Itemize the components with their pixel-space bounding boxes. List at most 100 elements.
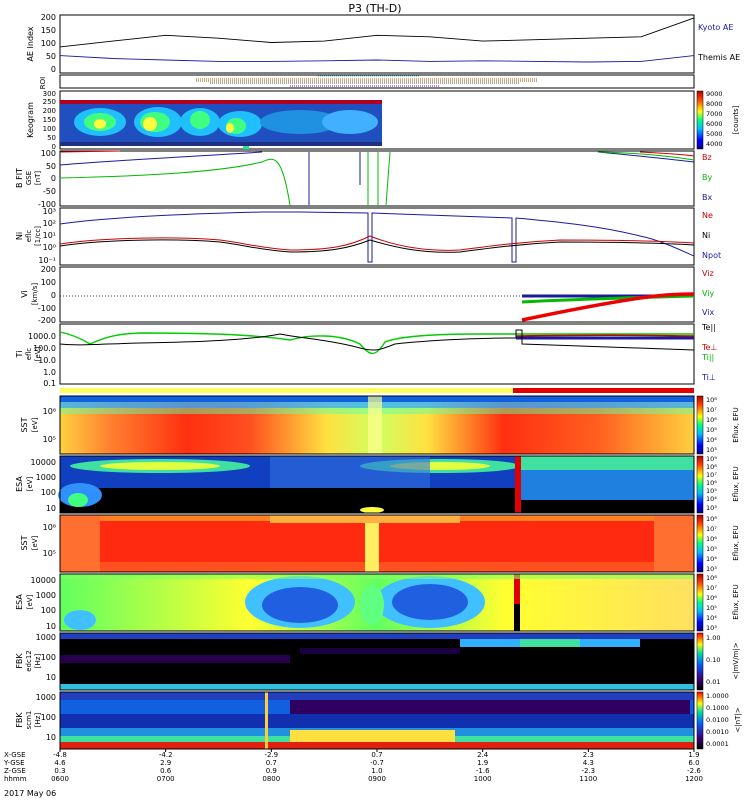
keogram-aurora (260, 110, 340, 134)
panel-fbk2-ytick: 1000 (36, 693, 56, 702)
ti-tepar-line (59, 329, 695, 351)
panel-vi-ytick: 200 (41, 265, 56, 274)
keogram-cbar-tick: 6000 (706, 120, 723, 128)
panel-fbk2-ylabel3: [Hz] (34, 713, 42, 728)
ni-npot-line (59, 211, 695, 263)
esa2-cbar-tick: 10⁵ (706, 604, 717, 612)
keogram-cbar-label: [counts] (732, 105, 740, 134)
panel-esa1-frame (59, 455, 695, 514)
panel-bfit-ylabel: B FIT (15, 168, 24, 188)
keogram-image (60, 100, 382, 104)
axis-row-label: X-GSE (4, 751, 26, 759)
legend-themis-ae: Themis AE (697, 53, 740, 62)
sst1-cbar-tick: 10⁶ (706, 416, 717, 424)
sst1-cbar-tick: 10⁴ (706, 436, 717, 444)
bfit-bx-line (59, 151, 695, 166)
panel-ae-ytick: 100 (41, 39, 56, 48)
axis-tick-value: -2.6 (687, 767, 701, 775)
panel-ae-frame (59, 14, 695, 74)
ti-tipar-line (59, 331, 694, 355)
panel-roi-ylabel: ROI (39, 77, 47, 89)
mode-bar (513, 388, 694, 393)
bfit-bz-line (59, 150, 695, 157)
panel-sst2: SST [eV] 10⁶ 10⁵ 10⁸ 10⁷ 10⁶ 10⁵ 10⁴ 10³… (20, 514, 740, 573)
fbk2-image (290, 700, 690, 714)
axis-tick-value: 1.0 (371, 767, 382, 775)
sst2-image (365, 515, 379, 572)
fbk2-cbar-tick: 0.0001 (706, 740, 729, 748)
legend-npot: Npot (702, 251, 721, 260)
panel-roi: ROI (39, 74, 695, 89)
panel-keogram-ylabel: Keogram (26, 102, 35, 138)
fbk2-image (290, 730, 455, 742)
keogram-aurora (322, 110, 378, 134)
panel-sst2-ylabel: SST (20, 535, 29, 550)
esa1-cbar-tick: 10⁴ (706, 495, 717, 503)
fbk2-image (60, 714, 694, 728)
panel-fbk1-ylabel2: edc12 (25, 650, 33, 672)
axis-tick-value: 0.9 (266, 767, 277, 775)
fbk1-image (520, 639, 580, 647)
esa1-cbar-tick: 10⁹ (706, 455, 717, 463)
series-line-kyoto-ae (59, 55, 695, 63)
date-label: 2017 May 06 (4, 789, 56, 798)
panel-fbk2-ylabel2: scm1 (25, 711, 33, 730)
esa1-cbar-tick: 10⁸ (706, 463, 717, 471)
panel-fbk1-ylabel3: [Hz] (34, 654, 42, 669)
panel-esa1: ESA [eV] 10000 1000 100 10 10⁹ 10⁸ 10⁷ 1… (15, 455, 740, 514)
sst2-image (654, 515, 694, 572)
panel-ni-ytick: 10² (43, 219, 56, 228)
panel-esa2-frame (59, 573, 695, 632)
bfit-spike (385, 151, 391, 206)
sst2-colorbar (696, 514, 704, 573)
esa1-image (515, 456, 521, 513)
fbk1-cbar-tick: 0.01 (706, 678, 720, 686)
keogram-aurora (226, 123, 234, 133)
esa1-cbar-tick: 10⁷ (706, 471, 717, 479)
legend-viy: Viy (702, 289, 715, 298)
keogram-cbar-tick: 7000 (706, 110, 723, 118)
fbk1-cbar-label: <|mV/m|> (732, 642, 740, 679)
esa1-low (68, 493, 88, 507)
axis-row-label: hhmm (4, 775, 27, 783)
axis-tick-value: -0.7 (370, 759, 384, 767)
legend-ne: Ne (702, 211, 713, 220)
panel-ni-ytick: 10⁻¹ (38, 256, 56, 265)
legend-tepar: Te|| (701, 323, 716, 332)
legend-bz: Bz (702, 153, 712, 162)
panel-ti: Ti eflc [eV] 1000.0 100.0 10.0 1.0 0.1 T… (15, 323, 717, 388)
legend-tiperp: Ti⊥ (701, 373, 716, 382)
fbk1-image (60, 633, 694, 639)
keogram-aurora (190, 111, 210, 129)
ti-teperp-line (515, 334, 695, 337)
axis-tick-value: -4.2 (159, 751, 173, 759)
sst2-cbar-tick: 10⁸ (706, 515, 717, 523)
panel-bfit-ytick: 100 (41, 149, 56, 158)
panel-esa1-ytick: 10 (46, 504, 56, 513)
legend-teperp: Te⊥ (701, 343, 717, 352)
fbk2-cbar-tick: 0.0010 (706, 728, 729, 736)
keogram-image (60, 142, 382, 146)
esa2-cbar-tick: 10⁶ (706, 594, 717, 602)
panel-vi-ytick: -100 (38, 304, 56, 313)
axis-tick-value: 4.6 (54, 759, 66, 767)
keogram-cbar-tick: 4000 (706, 140, 723, 148)
panel-ti-ylabel2: eflc (25, 348, 33, 361)
panel-vi-ylabel2: [km/s] (31, 283, 39, 306)
axis-tick-value: 0800 (262, 775, 280, 783)
panel-vi-ylabel: Vi (20, 290, 29, 298)
panel-ti-ytick: 10.0 (38, 356, 56, 365)
keogram-cbar-tick: 9000 (706, 90, 723, 98)
sst1-cbar-tick: 10⁸ (706, 396, 717, 404)
panel-sst1-ylabel2: [eV] (31, 417, 39, 432)
panel-bfit-ytick: 0 (51, 174, 56, 183)
panel-sst1-ytick: 10⁵ (43, 435, 56, 444)
panel-sst2-ytick: 10⁵ (43, 549, 56, 558)
panel-esa2-ylabel: ESA (15, 594, 24, 610)
axis-tick-value: 1100 (579, 775, 597, 783)
panel-esa2: ESA [eV] 10000 1000 100 10 10⁸ 10⁷ 10⁶ 1… (15, 573, 740, 632)
panel-ti-ytick: 100.0 (33, 344, 56, 353)
panel-esa2-ytick: 10 (46, 622, 56, 631)
panel-keogram-ytick: 0 (52, 143, 56, 151)
esa2-cbar-label: Eflux, EFU (732, 584, 740, 619)
